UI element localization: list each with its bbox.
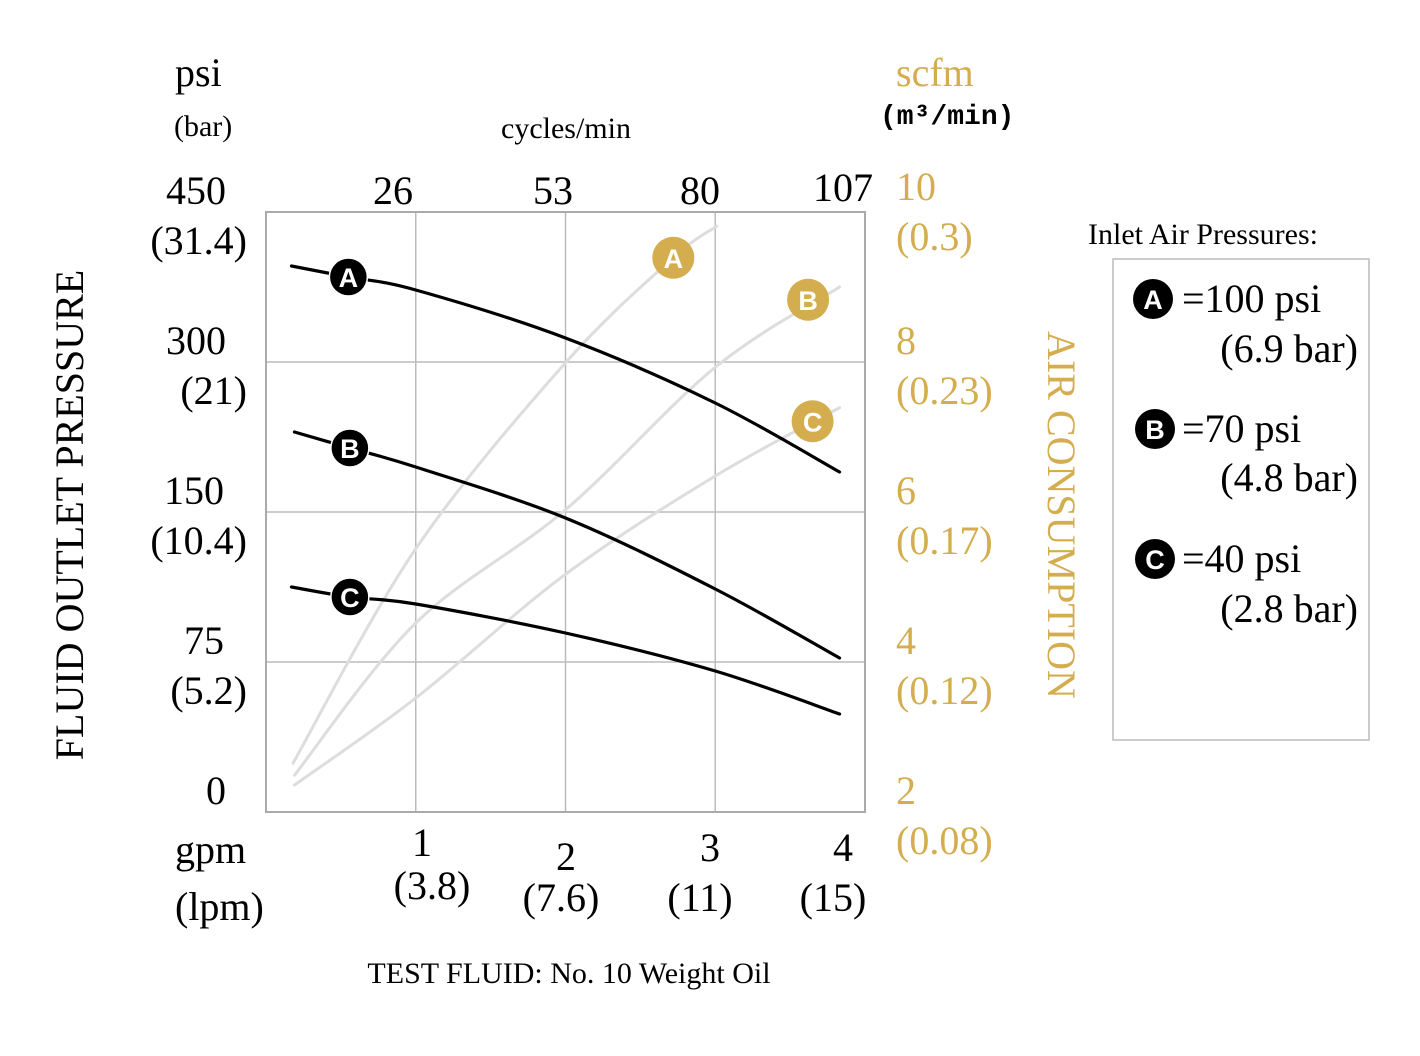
curve-markers: A B C A B C [328, 236, 834, 617]
legend-item-b: B =70 psi (4.8 bar) [1135, 406, 1358, 500]
curve-marker-circle-icon [652, 236, 695, 279]
air-consumption-curve-c [292, 406, 842, 787]
curve-marker-letter: A [664, 244, 684, 274]
legend-item-c: C =40 psi (2.8 bar) [1135, 536, 1358, 631]
left-tick-label: 0 [206, 768, 226, 813]
right-tick-label-m3: (0.3) [896, 214, 973, 259]
legend-box [1112, 258, 1370, 741]
legend-marker-letter: B [1145, 415, 1165, 445]
right-tick-label-m3: (0.08) [896, 818, 993, 863]
bottom-tick-label: 3 [700, 825, 720, 870]
top-tick-label: 80 [680, 168, 720, 213]
top-tick-label: 53 [533, 168, 573, 213]
right-tick-label: 10 [896, 164, 936, 209]
legend-psi: =70 psi [1182, 406, 1301, 451]
bottom-unit-gpm: gpm [175, 827, 246, 872]
curve-marker-letter: C [803, 407, 823, 437]
legend-item-a: A =100 psi (6.9 bar) [1133, 276, 1358, 371]
bottom-tick-label: 4 [833, 825, 853, 870]
left-tick-label-bar: (31.4) [150, 218, 247, 263]
legend-title: Inlet Air Pressures: [1088, 218, 1318, 251]
right-tick-label: 8 [896, 318, 916, 363]
right-tick-label-m3: (0.23) [896, 368, 993, 413]
curve-marker-circle-icon [787, 278, 830, 321]
curve-marker-letter: B [798, 286, 818, 316]
curve-marker-letter: C [340, 583, 360, 613]
bottom-tick-label-lpm: (3.8) [394, 863, 471, 908]
air-curve-label-c: C [791, 400, 834, 443]
legend-marker-letter: C [1145, 545, 1165, 575]
left-tick-label: 450 [166, 168, 226, 213]
legend-marker-letter: A [1143, 285, 1163, 315]
legend-psi: =100 psi [1182, 276, 1321, 321]
left-axis-title: FLUID OUTLET PRESSURE [47, 270, 92, 760]
legend-marker-c-icon [1135, 539, 1175, 579]
bottom-tick-label: 2 [556, 834, 576, 879]
air-consumption-curve-b [292, 285, 842, 777]
left-unit-psi: psi [175, 50, 222, 95]
bottom-tick-label-lpm: (15) [800, 875, 867, 920]
bottom-unit-lpm: (lpm) [175, 884, 264, 929]
pressure-curve-label-a: A [328, 257, 369, 297]
curve-marker-letter: A [339, 263, 359, 293]
left-tick-label-bar: (10.4) [150, 518, 247, 563]
right-axis-title: AIR CONSUMPTION [1039, 331, 1084, 699]
left-tick-label: 75 [184, 618, 224, 663]
right-tick-label: 4 [896, 618, 916, 663]
legend-bar: (2.8 bar) [1220, 586, 1358, 631]
bottom-tick-label-lpm: (7.6) [523, 875, 600, 920]
left-tick-label: 300 [166, 318, 226, 363]
pressure-curve-label-b: B [330, 428, 370, 468]
right-unit-m3min: (m³/min) [880, 102, 1014, 133]
legend-bar: (6.9 bar) [1220, 326, 1358, 371]
right-tick-label-m3: (0.17) [896, 518, 993, 563]
fluid-pressure-curve-b [292, 430, 842, 660]
left-tick-label-bar: (5.2) [170, 668, 247, 713]
bottom-tick-label: 1 [412, 820, 432, 865]
left-tick-label-bar: (21) [180, 368, 247, 413]
test-fluid-note: TEST FLUID: No. 10 Weight Oil [367, 957, 770, 990]
legend-bar: (4.8 bar) [1220, 455, 1358, 500]
legend-marker-a-icon [1133, 279, 1173, 319]
top-tick-label: 107 [813, 165, 873, 210]
curve-marker-circle-icon [330, 577, 370, 617]
legend-psi: =40 psi [1182, 536, 1301, 581]
curve-marker-circle-icon [328, 257, 369, 297]
air-curve-label-b: B [787, 278, 830, 321]
curve-marker-circle-icon [330, 428, 370, 468]
left-unit-bar: (bar) [174, 110, 232, 143]
top-tick-label: 26 [373, 168, 413, 213]
grid [266, 212, 865, 812]
left-tick-label: 150 [164, 468, 224, 513]
right-unit-scfm: scfm [896, 50, 974, 95]
curve-marker-circle-icon [791, 400, 834, 443]
legend-marker-b-icon [1135, 409, 1175, 449]
bottom-tick-label-lpm: (11) [667, 875, 732, 920]
curve-marker-letter: B [340, 434, 360, 464]
plot-frame [265, 211, 866, 813]
pressure-curve-label-c: C [330, 577, 370, 617]
right-tick-label: 6 [896, 468, 916, 513]
air-curve-label-a: A [652, 236, 695, 279]
right-tick-label: 2 [896, 768, 916, 813]
right-tick-label-m3: (0.12) [896, 668, 993, 713]
top-axis-label: cycles/min [501, 112, 631, 145]
